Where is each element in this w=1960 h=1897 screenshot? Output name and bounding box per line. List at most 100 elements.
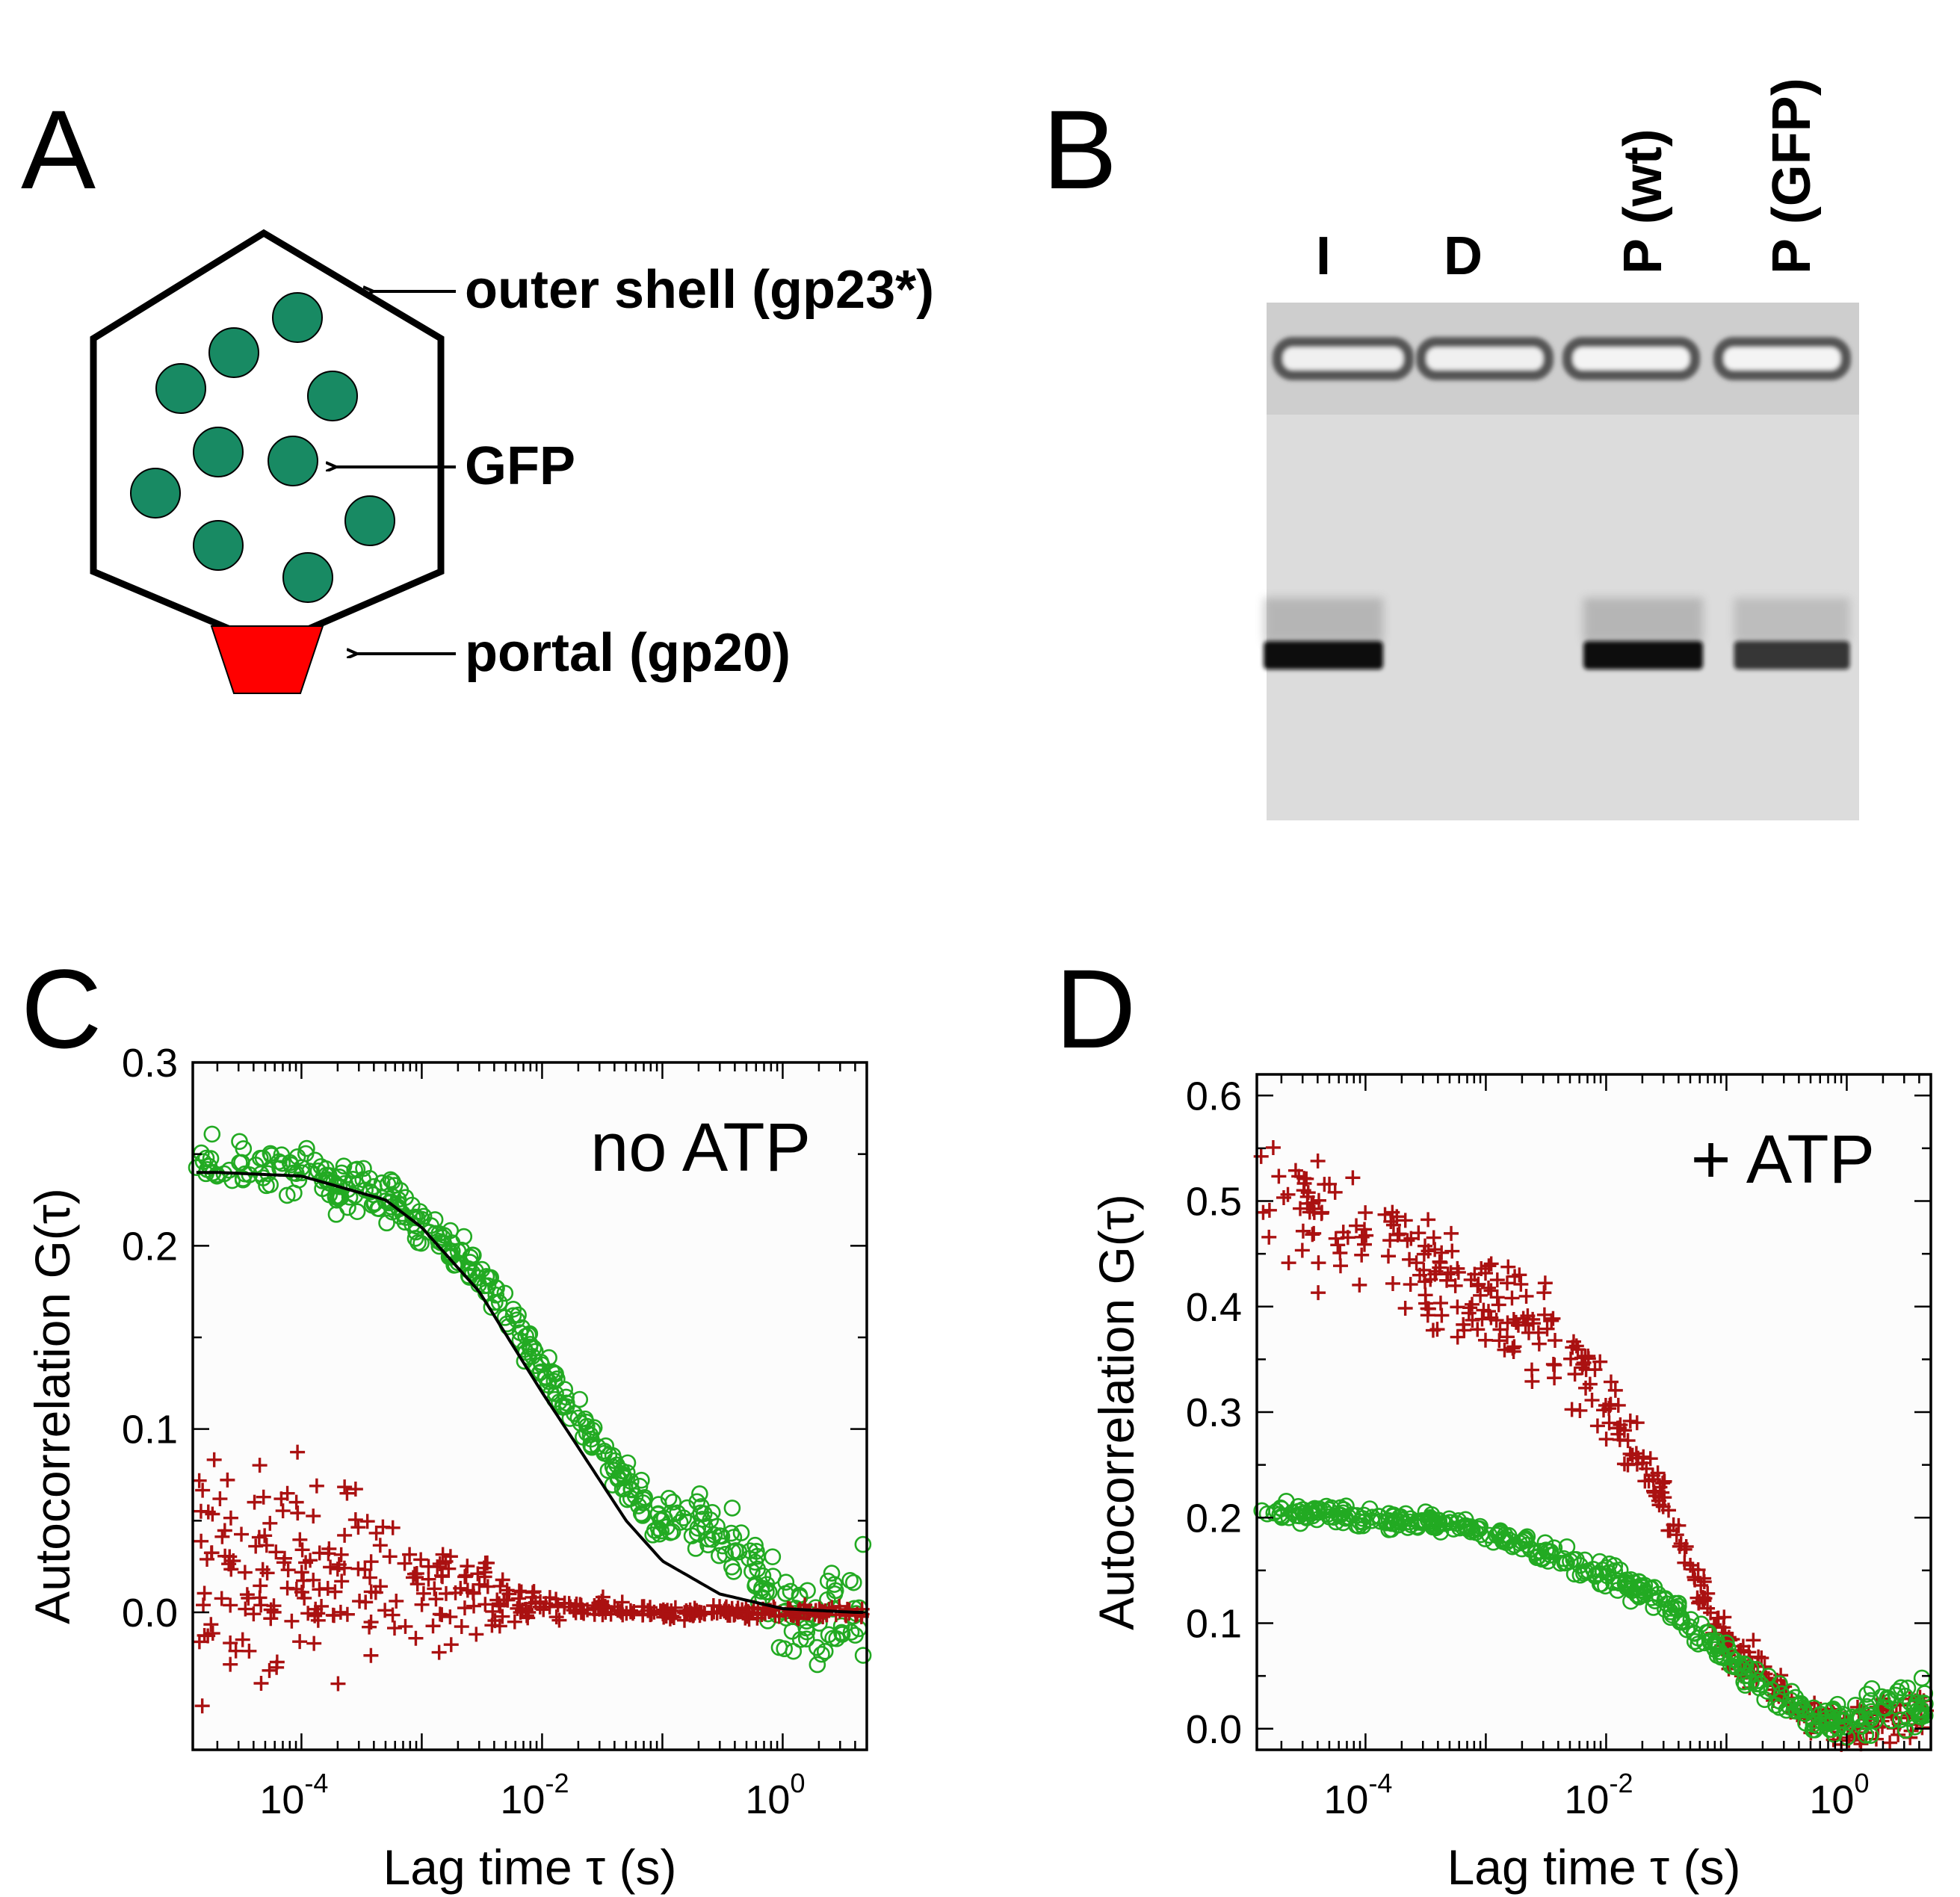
data-point-plus <box>1427 1242 1443 1257</box>
data-point-plus <box>1429 1322 1445 1337</box>
data-point-circle <box>1441 1510 1458 1528</box>
data-point-circle <box>671 1514 689 1531</box>
data-point-plus <box>334 1573 350 1589</box>
data-point-plus <box>466 1598 482 1614</box>
data-point-circle <box>636 1488 653 1506</box>
data-point-circle <box>1857 1727 1875 1744</box>
data-point-plus <box>1570 1342 1586 1358</box>
data-point-plus <box>1255 1204 1271 1220</box>
data-point-plus <box>1524 1362 1539 1378</box>
data-point-plus <box>1409 1255 1424 1271</box>
data-point-plus <box>1296 1171 1312 1186</box>
data-point-circle <box>664 1494 682 1511</box>
data-point-circle <box>777 1573 795 1591</box>
data-point-plus <box>350 1561 366 1576</box>
data-point-plus <box>434 1607 450 1623</box>
data-point-plus <box>495 1572 510 1588</box>
data-point-plus <box>1672 1538 1687 1554</box>
data-point-plus <box>413 1552 429 1568</box>
gel-lane-label: P (GFP) <box>1762 78 1822 274</box>
data-point-plus <box>1657 1490 1672 1505</box>
data-point-circle <box>741 1550 758 1568</box>
data-point-plus <box>389 1593 404 1609</box>
data-point-circle <box>1302 1502 1319 1520</box>
data-point-plus <box>196 1597 211 1613</box>
data-point-circle <box>378 1214 395 1232</box>
data-point-circle <box>1814 1713 1831 1731</box>
y-tick-label: 0.5 <box>1186 1180 1242 1225</box>
gel-band-smear <box>1734 598 1850 643</box>
data-point-plus <box>385 1607 401 1623</box>
data-point-circle <box>583 1438 601 1456</box>
data-point-plus <box>191 1473 207 1488</box>
data-point-circle <box>203 1125 221 1143</box>
data-point-circle <box>1733 1659 1751 1677</box>
data-point-circle <box>278 1186 296 1204</box>
data-point-plus <box>1465 1296 1480 1312</box>
data-point-plus <box>223 1510 238 1526</box>
data-point-circle <box>1513 1533 1531 1550</box>
data-point-circle <box>589 1438 607 1455</box>
data-point-plus <box>241 1643 257 1659</box>
data-point-plus <box>1489 1272 1505 1288</box>
data-point-plus <box>194 1533 209 1549</box>
data-point-plus <box>427 1581 442 1597</box>
data-point-circle <box>409 1234 427 1251</box>
y-tick-label: 0.2 <box>1186 1496 1242 1541</box>
label-outer-shell: outer shell (gp23*) <box>465 260 934 320</box>
data-point-circle <box>1767 1696 1784 1714</box>
data-point-circle <box>285 1164 302 1182</box>
data-point-circle <box>1584 1560 1602 1578</box>
gfp-particle <box>130 468 181 519</box>
data-point-circle <box>1551 1554 1569 1572</box>
data-point-circle <box>693 1511 711 1528</box>
data-point-plus <box>685 1608 701 1624</box>
data-point-plus <box>1882 1735 1898 1751</box>
data-point-circle <box>1835 1712 1853 1730</box>
data-point-plus <box>308 1601 324 1617</box>
data-point-plus <box>206 1452 222 1467</box>
gel-lane-label: P (wt) <box>1613 129 1673 274</box>
data-point-circle <box>348 1203 366 1220</box>
data-point-circle <box>1781 1698 1799 1715</box>
data-point-circle <box>231 1133 248 1151</box>
data-point-plus <box>269 1659 285 1675</box>
data-point-plus <box>259 1538 274 1553</box>
data-point-circle <box>460 1260 477 1278</box>
data-point-plus <box>678 1606 694 1621</box>
data-point-circle <box>1619 1576 1636 1594</box>
data-point-plus <box>1403 1231 1419 1246</box>
data-point-plus <box>220 1472 235 1488</box>
data-point-plus <box>640 1603 656 1618</box>
capsid-schematic: outer shell (gp23*) GFP portal (gp20) <box>90 229 934 694</box>
data-point-plus <box>1651 1497 1667 1513</box>
data-point-plus <box>1567 1367 1583 1382</box>
data-point-plus <box>1520 1308 1536 1324</box>
data-point-circle <box>262 1147 280 1164</box>
data-point-plus <box>501 1586 517 1602</box>
data-point-plus <box>292 1532 308 1547</box>
data-point-circle <box>1913 1669 1931 1687</box>
data-point-plus <box>408 1630 424 1646</box>
data-point-plus <box>235 1632 250 1647</box>
data-point-plus <box>1696 1574 1712 1590</box>
data-point-circle <box>426 1211 444 1228</box>
data-point-circle <box>254 1149 272 1167</box>
y-tick-label: 0.3 <box>1186 1390 1242 1435</box>
data-point-plus <box>840 1601 856 1617</box>
data-point-plus <box>223 1635 238 1651</box>
data-point-plus <box>336 1560 352 1576</box>
data-point-circle <box>820 1626 838 1644</box>
data-point-circle <box>1494 1532 1512 1550</box>
data-point-circle <box>317 1160 335 1177</box>
y-tick-label: 0.1 <box>122 1408 178 1452</box>
data-point-plus <box>435 1569 451 1585</box>
data-point-circle <box>660 1490 678 1507</box>
y-axis-label: Autocorrelation G(τ) <box>1089 1194 1144 1630</box>
data-point-circle <box>1896 1721 1914 1739</box>
data-point-plus <box>1584 1393 1600 1408</box>
data-point-plus <box>294 1565 309 1580</box>
data-point-circle <box>600 1446 618 1464</box>
data-point-plus <box>312 1582 327 1597</box>
